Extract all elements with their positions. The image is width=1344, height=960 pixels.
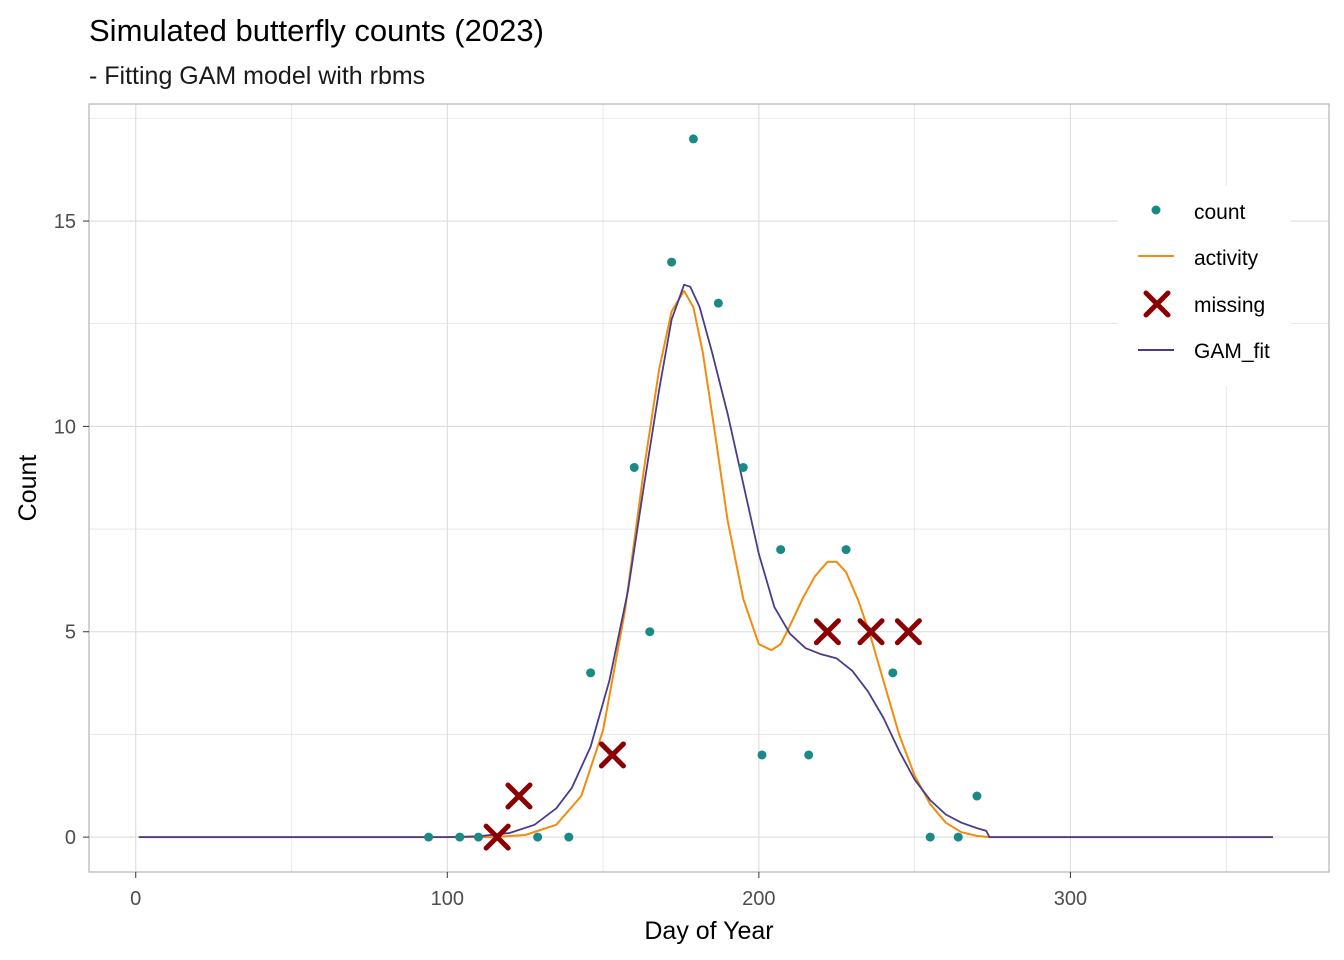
chart-subtitle: - Fitting GAM model with rbms [89, 62, 425, 90]
count-point [888, 668, 898, 678]
series-line-gam-fit [138, 283, 1273, 838]
missing-point [505, 782, 533, 810]
panel-border [88, 103, 1330, 873]
x-axis-title: Day of Year [644, 917, 773, 945]
missing-point [894, 618, 922, 646]
count-point [841, 545, 851, 555]
x-tick-label: 100 [431, 888, 464, 910]
count-point [738, 462, 748, 472]
legend-label-gam-fit: GAM_fit [1194, 340, 1270, 363]
legend-key-missing [1143, 290, 1171, 318]
count-point [925, 832, 935, 842]
missing-point [598, 741, 626, 769]
x-tick-label: 0 [130, 888, 141, 910]
missing-point-stroke [894, 618, 922, 646]
axes: 0 100 200 300 0 5 10 15 [54, 211, 1087, 910]
legend-key-count [1151, 205, 1161, 215]
series-line-activity [138, 289, 1273, 839]
missing-point-stroke [483, 823, 511, 851]
y-tick-label: 5 [65, 622, 76, 644]
missing-point-stroke [598, 741, 626, 769]
missing-point [483, 823, 511, 851]
x-tick-label: 300 [1054, 888, 1087, 910]
count-point [972, 791, 982, 801]
count-point [564, 832, 574, 842]
count-point [473, 832, 483, 842]
count-point [713, 298, 723, 308]
count-point [667, 257, 677, 267]
count-point [953, 832, 963, 842]
plot-series [138, 134, 1273, 851]
count-point [688, 134, 698, 144]
chart-title: Simulated butterfly counts (2023) [89, 13, 544, 48]
count-point [533, 832, 543, 842]
legend-label-activity: activity [1194, 247, 1259, 270]
legend: count activity missing GAM_fit [1118, 186, 1291, 386]
count-point [645, 627, 655, 637]
count-point [757, 750, 767, 760]
missing-point-stroke [857, 618, 885, 646]
missing-point [813, 618, 841, 646]
y-tick-label: 0 [65, 827, 76, 849]
count-point [804, 750, 814, 760]
legend-label-missing: missing [1194, 294, 1265, 317]
legend-label-count: count [1194, 201, 1246, 224]
count-point [629, 462, 639, 472]
missing-point-stroke [813, 618, 841, 646]
count-point [424, 832, 434, 842]
count-point [586, 668, 596, 678]
y-axis-title: Count [14, 455, 42, 522]
x-tick-label: 200 [742, 888, 775, 910]
missing-point [857, 618, 885, 646]
count-point [455, 832, 465, 842]
missing-point-stroke [505, 782, 533, 810]
legend-background [1118, 186, 1291, 386]
y-tick-label: 15 [54, 211, 76, 233]
count-point [776, 545, 786, 555]
y-tick-label: 10 [54, 416, 76, 438]
